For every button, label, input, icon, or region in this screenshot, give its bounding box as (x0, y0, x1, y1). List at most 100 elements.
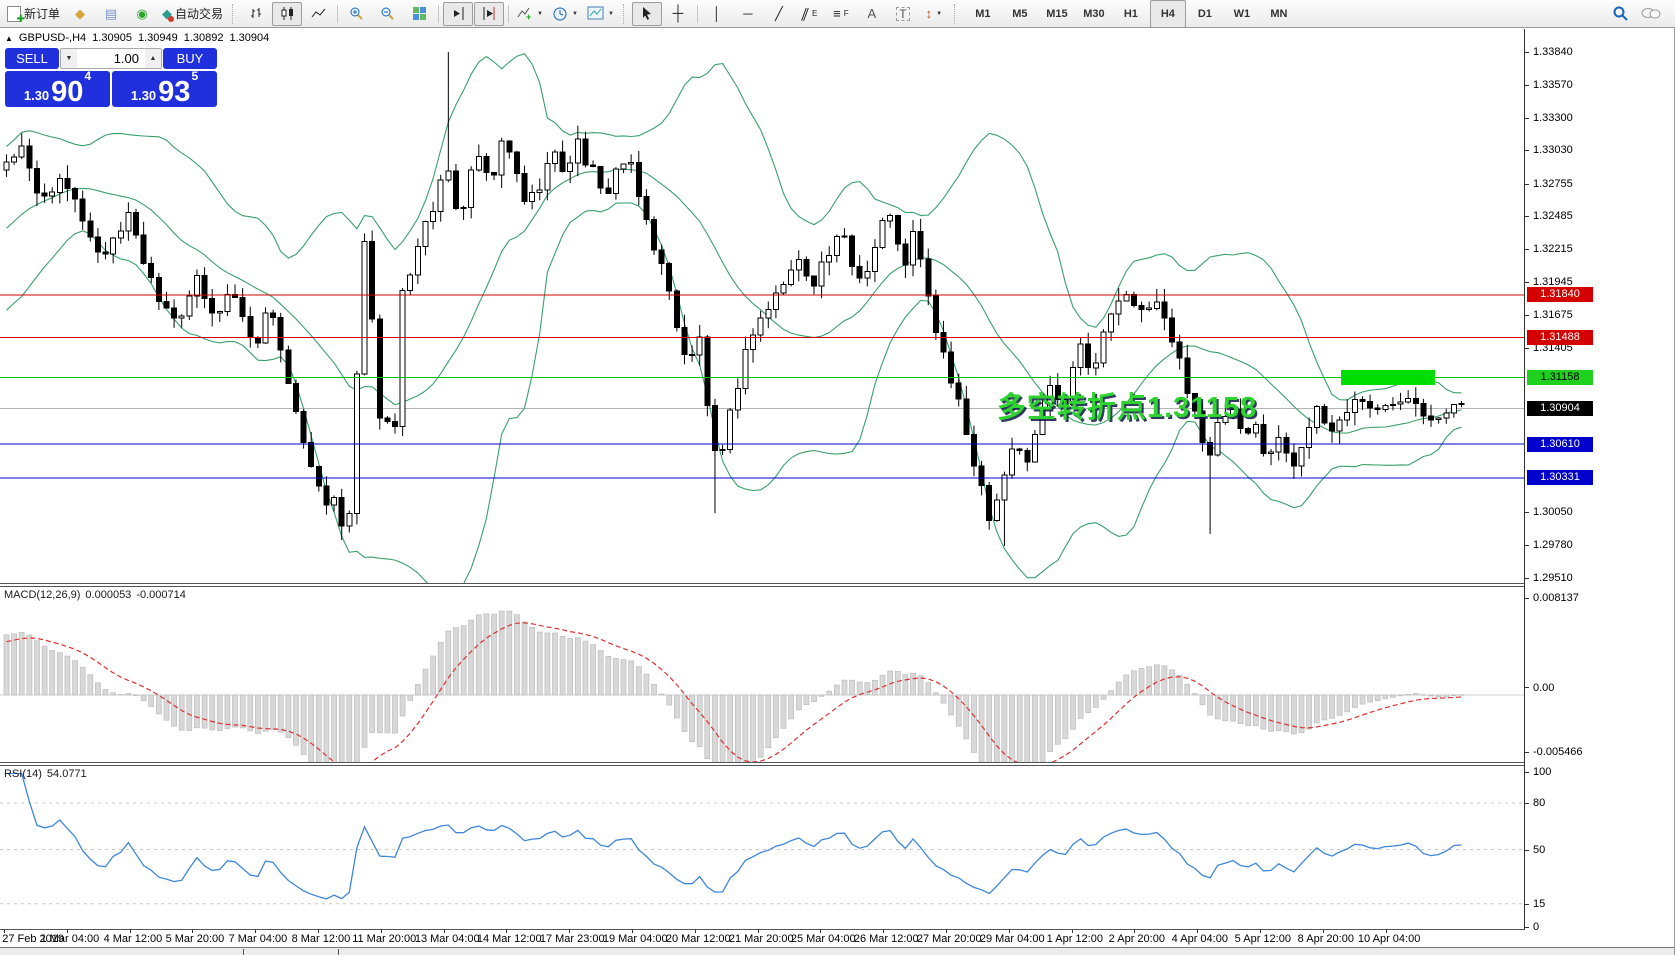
buy-button[interactable]: BUY (163, 48, 217, 69)
bull-candle (117, 230, 124, 239)
buy-price-tile[interactable]: 1.30 93 5 (112, 69, 217, 107)
bear-candle (171, 307, 178, 319)
equidistant-channel-button[interactable]: ∥ E (795, 2, 825, 26)
arrows-button[interactable]: ↕ ▼ (919, 2, 949, 26)
timeframe-button-H1[interactable]: H1 (1123, 7, 1138, 20)
chart-text-annotation[interactable]: 多空转折点1.31158 (997, 392, 1258, 424)
community-button[interactable] (1636, 2, 1666, 26)
time-tick (946, 930, 947, 933)
bull-candle (1275, 436, 1282, 453)
macd-canvas[interactable] (0, 587, 1524, 762)
timeframe-button-H4[interactable]: H4 (1149, 0, 1186, 28)
time-axis-label: 1 Apr 12:00 (1046, 933, 1103, 945)
macd-histogram-bar (148, 694, 155, 707)
cursor-button[interactable] (631, 1, 662, 26)
main-chart-pane[interactable]: ▲ GBPUSD-,H4 1.30905 1.30949 1.30892 1.3… (0, 29, 1524, 583)
chart-shift-button[interactable] (474, 1, 505, 26)
tile-windows-button[interactable] (404, 2, 434, 26)
volume-increase-button[interactable]: ▲ (145, 49, 161, 68)
indicators-button[interactable]: + ▼ (513, 2, 547, 26)
pane-splitter[interactable] (0, 762, 1675, 766)
macd-histogram-bar (734, 694, 741, 762)
panel-collapse-icon[interactable]: ▲ (5, 33, 13, 43)
chart-bars-button[interactable] (241, 2, 271, 26)
price-tick-label: 1.31945 (1525, 275, 1573, 289)
main-chart-canvas[interactable] (0, 29, 1524, 583)
bollinger-upper-band (6, 53, 1462, 401)
signal-button[interactable]: ◉ (127, 2, 157, 26)
text-label-button[interactable]: T (888, 2, 918, 26)
rsi-pane[interactable]: RSI(14) 54.0771 (0, 766, 1524, 929)
trendline-icon: ╱ (774, 6, 783, 21)
bull-candle (1077, 343, 1084, 369)
bull-candle (1344, 411, 1351, 421)
time-axis-label: 25 Mar 04:00 (790, 933, 856, 945)
timeframe-button-M30[interactable]: M30 (1083, 7, 1105, 20)
time-tick (130, 930, 131, 933)
bull-candle (529, 192, 536, 203)
macd-histogram-bar (1397, 694, 1404, 697)
zoom-out-button[interactable] (373, 2, 403, 26)
bear-candle (26, 145, 33, 169)
auto-scroll-button[interactable] (443, 1, 474, 26)
bear-candle (1199, 410, 1206, 443)
time-axis[interactable]: 27 Feb 2019 1 Mar 04:00 4 Mar 12:00 5 Mar 2… (0, 930, 1675, 947)
macd-pane[interactable]: MACD(12,26,9) 0.000053 -0.000714 (0, 587, 1524, 762)
macd-histogram-bar (1016, 694, 1023, 762)
bull-candle (993, 499, 1000, 522)
macd-histogram-bar (628, 660, 635, 696)
timeframe-button-M1[interactable]: M1 (975, 7, 991, 20)
macd-histogram-bar (719, 694, 726, 762)
chart-tab-bar[interactable] (0, 947, 1675, 955)
time-tick (4, 930, 5, 933)
timeframe-button-M15[interactable]: M15 (1046, 7, 1068, 20)
trendline-button[interactable]: ╱ (764, 2, 794, 26)
text-button[interactable]: A (857, 2, 887, 26)
new-order-button[interactable]: ✚ 新订单 (3, 2, 64, 26)
macd-histogram-bar (635, 666, 642, 696)
timeframe-button-D1[interactable]: D1 (1197, 7, 1212, 20)
zoom-in-button[interactable] (342, 2, 372, 26)
price-axis[interactable]: 1.33840 1.33570 1.33300 1.33030 1.32755 1.324… (1524, 29, 1675, 933)
macd-histogram-bar (757, 694, 764, 758)
horizontal-line-button[interactable]: ─ (733, 2, 763, 26)
macd-histogram-bar (1367, 694, 1373, 703)
auto-trading-icon: ◆ (162, 5, 175, 22)
bear-candle (597, 166, 604, 189)
profiles-button[interactable]: ▤ (96, 2, 126, 26)
timeframe-button-W1[interactable]: W1 (1233, 7, 1251, 20)
sell-button[interactable]: SELL (5, 48, 59, 69)
vertical-line-button[interactable]: │ (702, 2, 732, 26)
timeframe-button-MN[interactable]: MN (1270, 7, 1288, 20)
macd-histogram-bar (11, 633, 17, 696)
macd-main-value: 0.000053 (85, 589, 132, 601)
auto-trading-button[interactable]: ◆ 自动交易 (158, 2, 227, 26)
volume-decrease-button[interactable]: ▼ (61, 49, 77, 68)
chart-line-button[interactable] (303, 2, 333, 26)
styler-button[interactable]: ◆ (65, 2, 95, 26)
sell-price-tile[interactable]: 1.30 90 4 (5, 69, 110, 107)
bear-candle (483, 156, 490, 173)
rsi-canvas[interactable] (0, 766, 1524, 929)
zoom-out-icon (381, 7, 394, 20)
price-tick-label: 1.30050 (1525, 505, 1573, 519)
templates-button[interactable]: ▼ (583, 2, 618, 26)
bear-candle (1245, 428, 1252, 434)
macd-histogram-bar (1115, 681, 1122, 696)
bear-candle (1260, 424, 1267, 454)
fibonacci-button[interactable]: ≡ F (826, 2, 856, 26)
bear-candle (856, 265, 863, 279)
bear-candle (308, 442, 315, 468)
macd-histogram-bar (704, 694, 711, 760)
macd-histogram-bar (384, 694, 391, 734)
bull-candle (437, 179, 444, 212)
volume-value[interactable]: 1.00 (113, 51, 139, 66)
search-button[interactable] (1605, 2, 1635, 26)
chart-candles-button[interactable] (272, 1, 303, 26)
pane-splitter[interactable] (0, 583, 1675, 587)
crosshair-button[interactable]: ┼ (663, 2, 693, 26)
bear-candle (689, 354, 696, 357)
periods-button[interactable]: ▼ (548, 2, 582, 26)
timeframe-button-M5[interactable]: M5 (1012, 7, 1028, 20)
macd-histogram-bar (1405, 693, 1412, 696)
